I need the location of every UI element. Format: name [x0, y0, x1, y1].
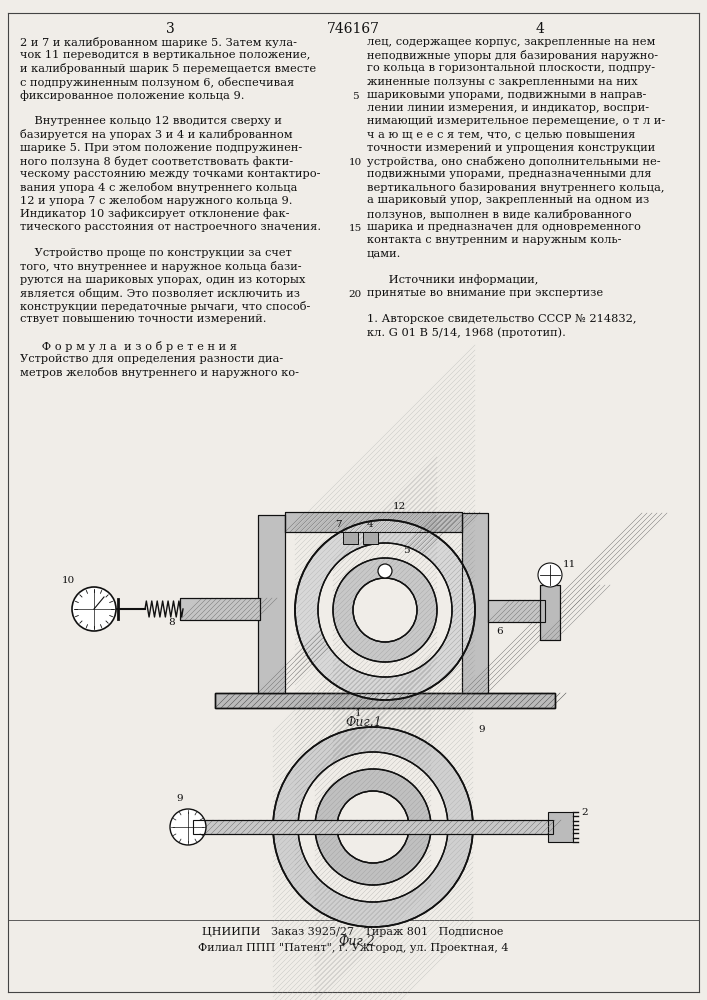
Text: кл. G 01 B 5/14, 1968 (прототип).: кл. G 01 B 5/14, 1968 (прототип). — [367, 327, 566, 338]
Text: 10: 10 — [349, 158, 361, 167]
Text: цами.: цами. — [367, 248, 402, 258]
Bar — [258, 515, 285, 693]
Text: ч а ю щ е е с я тем, что, с целью повышения: ч а ю щ е е с я тем, что, с целью повыше… — [367, 129, 636, 139]
Circle shape — [315, 769, 431, 885]
Circle shape — [337, 791, 409, 863]
Text: 12: 12 — [393, 502, 407, 511]
Text: 2: 2 — [581, 808, 588, 817]
Text: чок 11 переводится в вертикальное положение,: чок 11 переводится в вертикальное положе… — [20, 50, 310, 60]
Bar — [215, 693, 555, 708]
Text: неподвижные упоры для базирования наружно-: неподвижные упоры для базирования наружн… — [367, 50, 658, 61]
Text: Фиг.2: Фиг.2 — [338, 935, 375, 948]
Text: вертикального базирования внутреннего кольца,: вертикального базирования внутреннего ко… — [367, 182, 665, 193]
Bar — [548, 812, 573, 842]
Text: является общим. Это позволяет исключить из: является общим. Это позволяет исключить … — [20, 288, 300, 298]
Bar — [540, 585, 560, 640]
Text: жиненные ползуны с закрепленными на них: жиненные ползуны с закрепленными на них — [367, 77, 638, 87]
Text: того, что внутреннее и наружное кольца бази-: того, что внутреннее и наружное кольца б… — [20, 261, 302, 272]
Text: 9: 9 — [478, 725, 484, 734]
Text: контакта с внутренним и наружным коль-: контакта с внутренним и наружным коль- — [367, 235, 621, 245]
Text: 9: 9 — [176, 794, 182, 803]
Bar — [363, 532, 378, 544]
Text: 4: 4 — [367, 520, 373, 529]
Text: Индикатор 10 зафиксирует отклонение фак-: Индикатор 10 зафиксирует отклонение фак- — [20, 209, 289, 219]
Text: 1: 1 — [355, 709, 361, 718]
Text: руются на шариковых упорах, один из которых: руются на шариковых упорах, один из кото… — [20, 275, 305, 285]
Bar — [193, 820, 553, 834]
Bar — [462, 513, 488, 693]
Bar — [488, 600, 545, 622]
Text: тического расстояния от настроечного значения.: тического расстояния от настроечного зна… — [20, 222, 321, 232]
Text: 6: 6 — [496, 627, 503, 636]
Circle shape — [333, 558, 437, 662]
Text: Внутреннее кольцо 12 вводится сверху и: Внутреннее кольцо 12 вводится сверху и — [20, 116, 282, 126]
Bar — [180, 598, 260, 620]
Text: 10: 10 — [62, 576, 75, 585]
Text: 15: 15 — [349, 224, 361, 233]
Bar — [540, 585, 560, 640]
Text: 8: 8 — [168, 618, 175, 627]
Circle shape — [538, 563, 562, 587]
Text: ного ползуна 8 будет соответствовать факти-: ного ползуна 8 будет соответствовать фак… — [20, 156, 293, 167]
Text: Источники информации,: Источники информации, — [367, 275, 538, 285]
Text: с подпружиненным ползуном 6, обеспечивая: с подпружиненным ползуном 6, обеспечивая — [20, 77, 294, 88]
Circle shape — [318, 543, 452, 677]
Text: вания упора 4 с желобом внутреннего кольца: вания упора 4 с желобом внутреннего коль… — [20, 182, 298, 193]
Text: 746167: 746167 — [327, 22, 380, 36]
Circle shape — [298, 752, 448, 902]
Circle shape — [273, 727, 473, 927]
Text: 5: 5 — [403, 546, 409, 555]
Text: фиксированное положение кольца 9.: фиксированное положение кольца 9. — [20, 90, 245, 101]
Text: и калиброванный шарик 5 перемещается вместе: и калиброванный шарик 5 перемещается вме… — [20, 63, 316, 74]
Text: устройства, оно снабжено дополнительными не-: устройства, оно снабжено дополнительными… — [367, 156, 660, 167]
Text: го кольца в горизонтальной плоскости, подпру-: го кольца в горизонтальной плоскости, по… — [367, 63, 655, 73]
Text: нимающий измерительное перемещение, о т л и-: нимающий измерительное перемещение, о т … — [367, 116, 665, 126]
Bar — [462, 513, 488, 693]
Text: базируется на упорах 3 и 4 и калиброванном: базируется на упорах 3 и 4 и калиброванн… — [20, 129, 293, 140]
Text: 7: 7 — [335, 520, 341, 529]
Text: принятые во внимание при экспертизе: принятые во внимание при экспертизе — [367, 288, 603, 298]
Text: 11: 11 — [563, 560, 576, 569]
Text: ЦНИИПИ   Заказ 3925/27   Тираж 801   Подписное: ЦНИИПИ Заказ 3925/27 Тираж 801 Подписное — [202, 927, 503, 937]
Bar — [488, 600, 545, 622]
Text: ческому расстоянию между точками контактиро-: ческому расстоянию между точками контакт… — [20, 169, 320, 179]
Text: точности измерений и упрощения конструкции: точности измерений и упрощения конструкц… — [367, 143, 655, 153]
Text: лении линии измерения, и индикатор, воспри-: лении линии измерения, и индикатор, восп… — [367, 103, 649, 113]
Bar — [343, 532, 358, 544]
Text: 1. Авторское свидетельство СССР № 214832,: 1. Авторское свидетельство СССР № 214832… — [367, 314, 636, 324]
Bar — [193, 820, 553, 834]
Text: лец, содержащее корпус, закрепленные на нем: лец, содержащее корпус, закрепленные на … — [367, 37, 655, 47]
Circle shape — [295, 520, 475, 700]
Text: 2 и 7 и калиброванном шарике 5. Затем кула-: 2 и 7 и калиброванном шарике 5. Затем ку… — [20, 37, 297, 48]
Bar — [215, 693, 555, 708]
Text: шарике 5. При этом положение подпружинен-: шарике 5. При этом положение подпружинен… — [20, 143, 303, 153]
Text: Устройство для определения разности диа-: Устройство для определения разности диа- — [20, 354, 284, 364]
Bar — [285, 512, 462, 532]
Text: ствует повышению точности измерений.: ствует повышению точности измерений. — [20, 314, 267, 324]
Bar — [258, 515, 285, 693]
Text: 3: 3 — [165, 22, 175, 36]
Text: Устройство проще по конструкции за счет: Устройство проще по конструкции за счет — [20, 248, 292, 258]
Text: подвижными упорами, предназначенными для: подвижными упорами, предназначенными для — [367, 169, 651, 179]
Text: 5: 5 — [351, 92, 358, 101]
Text: а шариковый упор, закрепленный на одном из: а шариковый упор, закрепленный на одном … — [367, 195, 649, 205]
Text: Филиал ППП "Патент", г. Ужгород, ул. Проектная, 4: Филиал ППП "Патент", г. Ужгород, ул. Про… — [198, 943, 508, 953]
Circle shape — [378, 564, 392, 578]
Circle shape — [353, 578, 417, 642]
Text: Фиг.1: Фиг.1 — [345, 716, 382, 729]
Text: 4: 4 — [536, 22, 544, 36]
Text: конструкции передаточные рычаги, что способ-: конструкции передаточные рычаги, что спо… — [20, 301, 310, 312]
Bar — [285, 512, 462, 532]
Text: 20: 20 — [349, 290, 361, 299]
Circle shape — [170, 809, 206, 845]
Bar — [180, 598, 260, 620]
Text: ползунов, выполнен в виде калиброванного: ползунов, выполнен в виде калиброванного — [367, 209, 631, 220]
Text: метров желобов внутреннего и наружного ко-: метров желобов внутреннего и наружного к… — [20, 367, 299, 378]
Text: шариковыми упорами, подвижными в направ-: шариковыми упорами, подвижными в направ- — [367, 90, 646, 100]
Text: 12 и упора 7 с желобом наружного кольца 9.: 12 и упора 7 с желобом наружного кольца … — [20, 195, 293, 206]
Text: шарика и предназначен для одновременного: шарика и предназначен для одновременного — [367, 222, 641, 232]
Text: Ф о р м у л а  и з о б р е т е н и я: Ф о р м у л а и з о б р е т е н и я — [20, 341, 237, 352]
Circle shape — [72, 587, 116, 631]
